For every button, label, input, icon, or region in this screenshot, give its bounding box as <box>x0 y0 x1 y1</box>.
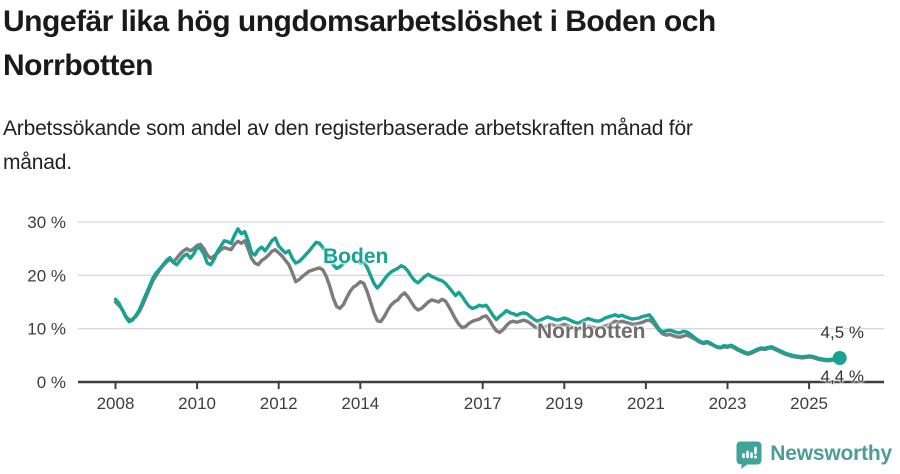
end-value-label-norrbotten: 4,4 % <box>820 367 864 386</box>
newsworthy-logo[interactable]: Newsworthy <box>736 438 892 470</box>
chart-subtitle: Arbetssökande som andel av den registerb… <box>3 117 693 174</box>
brand-name: Newsworthy <box>770 442 892 465</box>
x-axis-tick-label: 2021 <box>627 394 665 413</box>
series-label-boden: Boden <box>323 245 389 268</box>
x-axis-tick-label: 2008 <box>97 394 135 413</box>
line-chart: 0 % 10 % 20 % 30 % 2008 2010 2012 2014 2017 2019 2… <box>27 213 884 413</box>
x-axis-tick-label: 2023 <box>709 394 747 413</box>
x-axis-tick-label: 2019 <box>545 394 583 413</box>
x-axis-tick-label: 2017 <box>464 394 502 413</box>
x-axis-tick-label: 2010 <box>178 394 216 413</box>
series-line-boden <box>113 227 842 362</box>
y-axis-tick-label: 30 % <box>27 213 66 232</box>
y-axis-tick-label: 0 % <box>37 373 66 392</box>
y-axis-tick-label: 10 % <box>27 320 66 339</box>
y-axis-tick-label: 20 % <box>27 266 66 285</box>
bar-chart-badge-icon <box>736 441 762 469</box>
end-point-marker <box>832 351 847 365</box>
x-axis-tick-label: 2012 <box>260 394 298 413</box>
page-title: Ungefär lika hög ungdomsarbetslöshet i B… <box>3 5 716 82</box>
x-axis-tick-label: 2014 <box>341 394 379 413</box>
series-line-norrbotten <box>113 239 842 363</box>
series-label-norrbotten: Norrbotten <box>537 320 646 343</box>
x-axis-tick-label: 2025 <box>790 394 828 413</box>
end-value-label-boden: 4,5 % <box>820 323 864 342</box>
